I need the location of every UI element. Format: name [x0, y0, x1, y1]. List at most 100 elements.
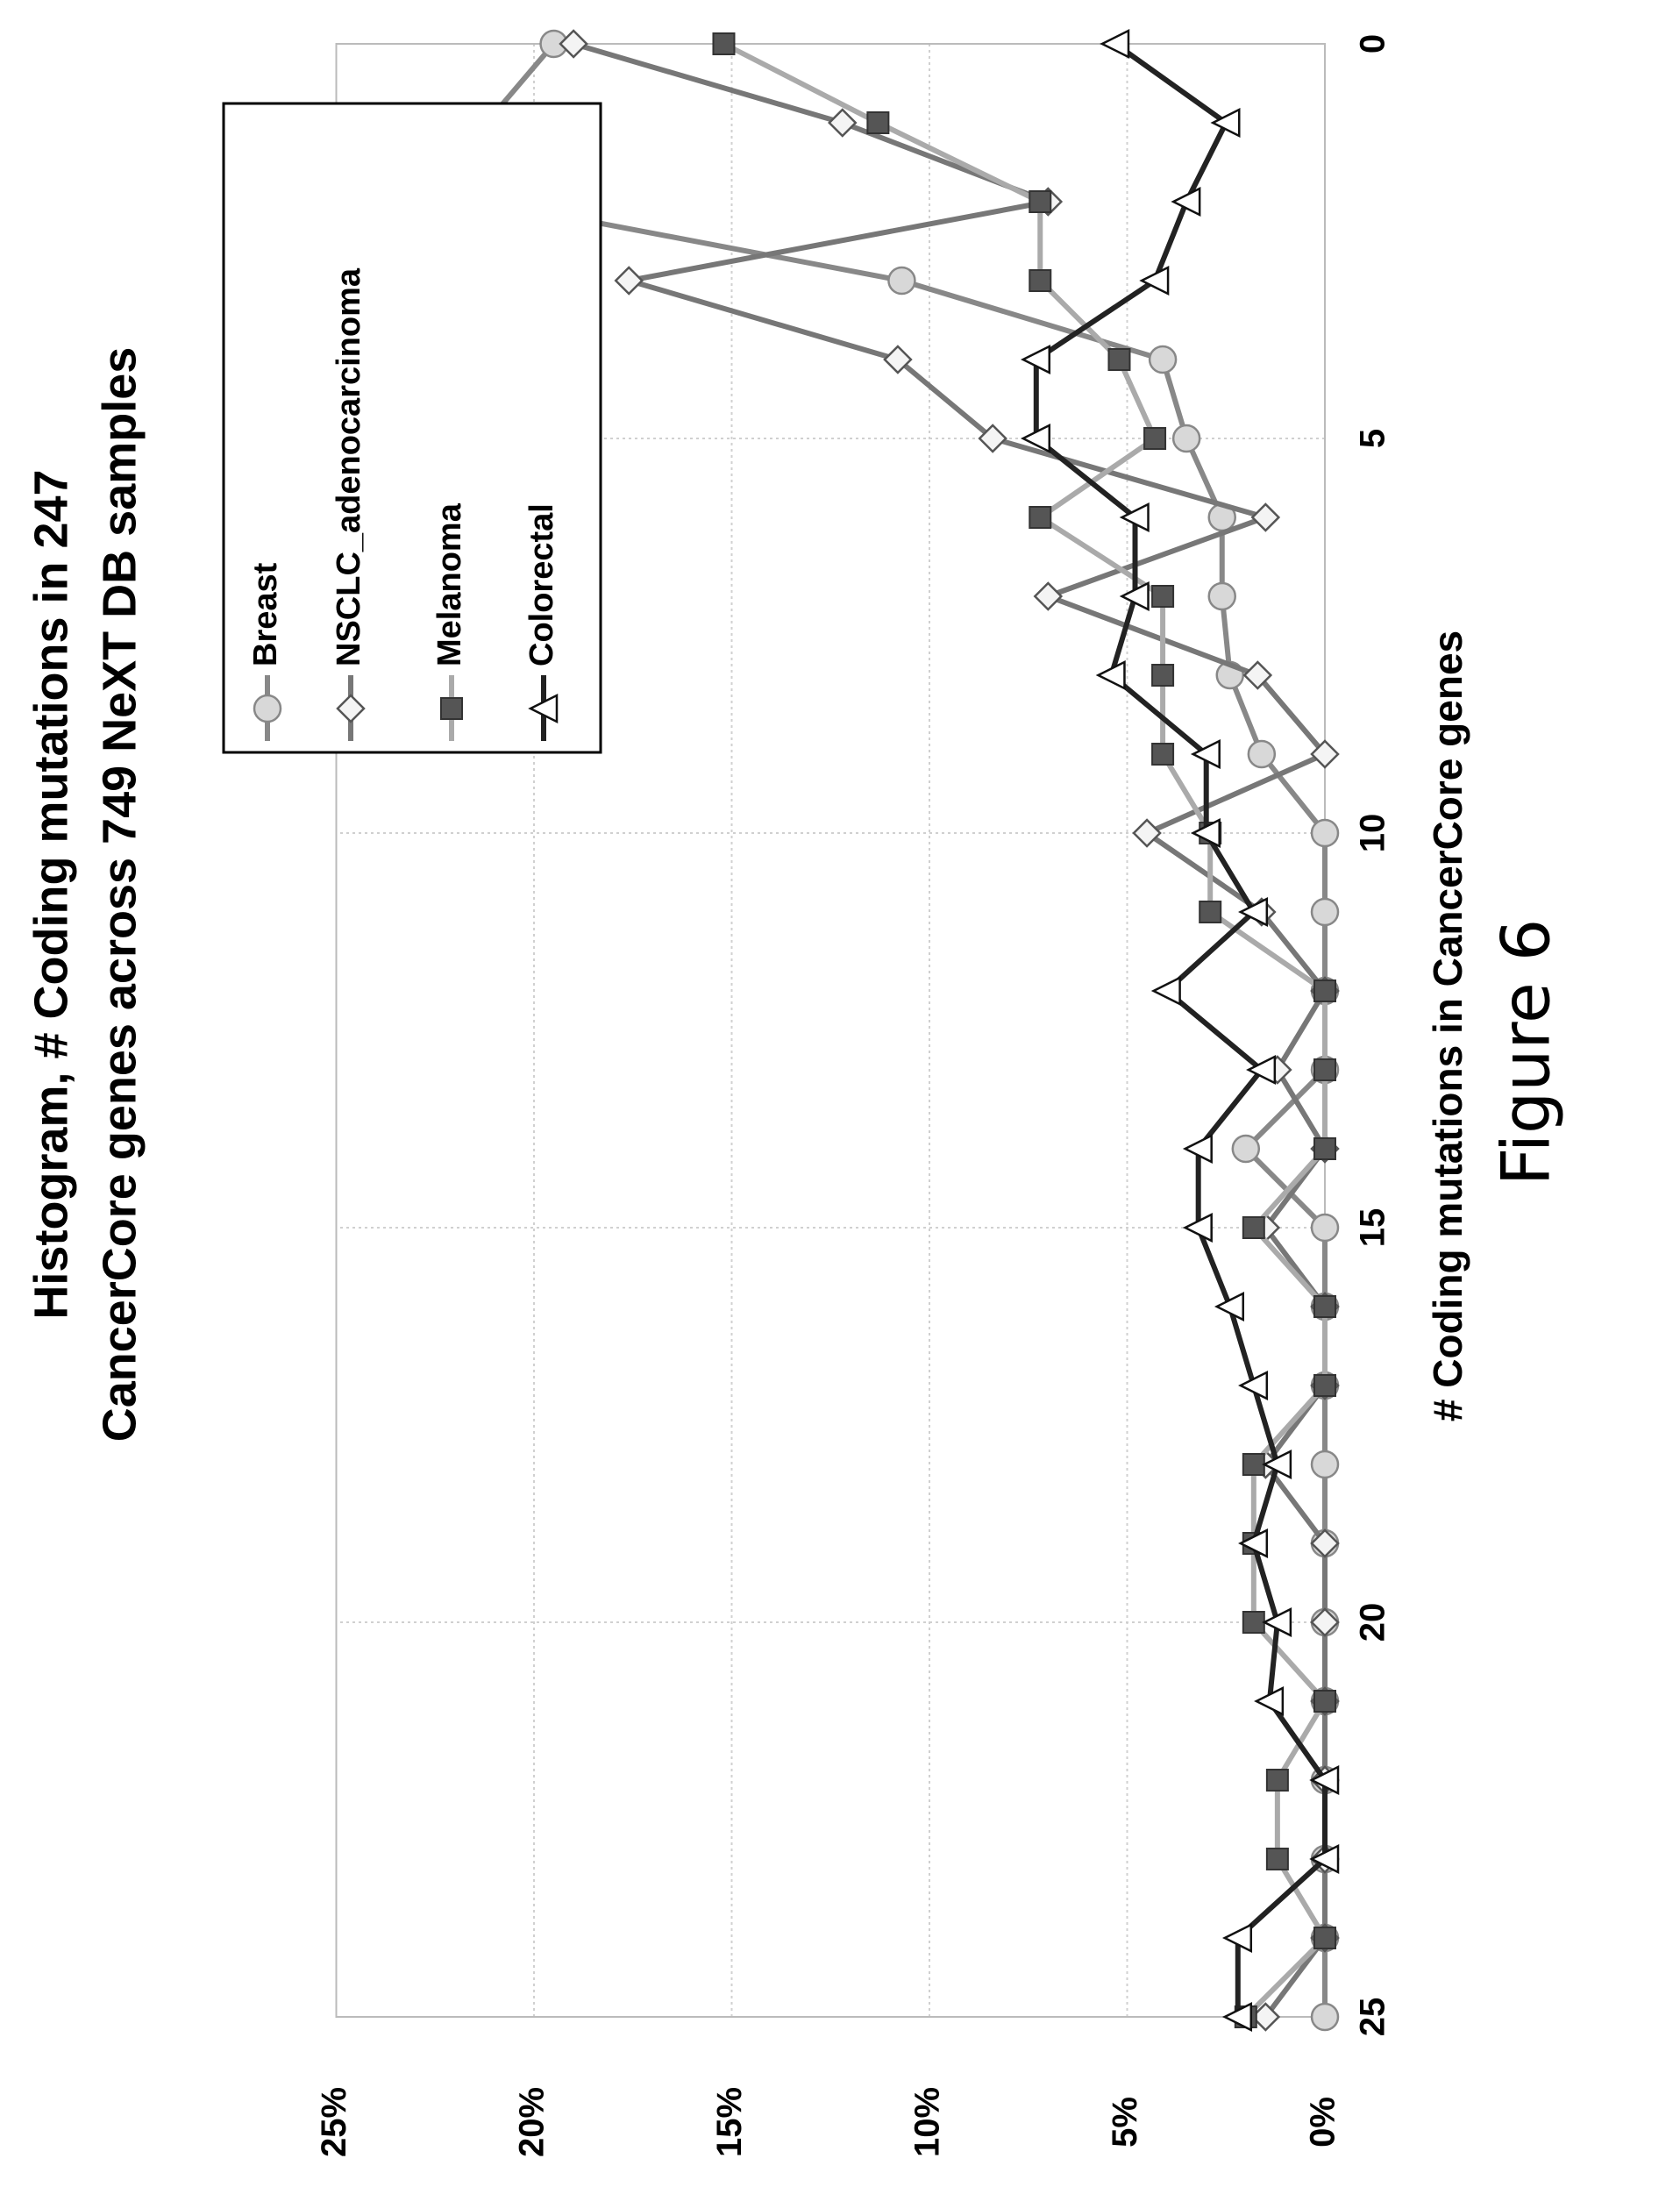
series-line: [1033, 41, 1328, 2017]
data-point: [1143, 427, 1167, 450]
data-point: [1231, 1134, 1261, 1164]
data-point: [1221, 2001, 1253, 2033]
y-tick-label: 15%: [710, 2087, 749, 2157]
data-point: [1182, 1212, 1213, 1243]
x-tick-label: 15: [1354, 1208, 1392, 1248]
data-point: [1310, 897, 1340, 927]
data-point: [1029, 190, 1052, 213]
data-point: [1151, 743, 1175, 766]
data-point: [559, 29, 588, 59]
data-point: [1250, 502, 1281, 532]
data-point: [1150, 975, 1181, 1007]
data-point: [1310, 1528, 1340, 1558]
y-tick-label: 0%: [1304, 2097, 1342, 2148]
data-point: [1119, 581, 1150, 612]
data-point: [1095, 659, 1126, 691]
data-point: [1313, 1295, 1336, 1318]
data-point: [1309, 1764, 1340, 1796]
data-point: [1033, 581, 1064, 611]
data-point: [1190, 738, 1221, 770]
legend-label: Melanoma: [431, 502, 468, 666]
data-point: [1246, 1054, 1277, 1086]
legend-label: NSCLC_adenocarcinoma: [331, 267, 367, 666]
data-point: [1310, 2002, 1340, 2032]
series-breast: [472, 29, 1340, 2032]
data-point: [1100, 28, 1130, 60]
data-point: [1247, 739, 1277, 769]
data-point: [253, 694, 282, 723]
series-nsclc-adenocarcinoma: [559, 29, 1340, 2032]
data-point: [1313, 1374, 1336, 1397]
data-point: [1171, 424, 1201, 453]
legend-item: Colorectal: [523, 503, 560, 741]
data-point: [1310, 818, 1340, 848]
figure-caption: Figure 6: [1486, 918, 1565, 1186]
x-tick-label: 10: [1354, 814, 1392, 853]
data-point: [1310, 1213, 1340, 1243]
data-point: [883, 345, 913, 374]
data-point: [828, 108, 858, 138]
data-point: [712, 32, 736, 55]
legend-box: [222, 102, 602, 754]
x-tick-label: 5: [1354, 429, 1392, 448]
chart-title-line: CancerCore genes across 749 NeXT DB samp…: [93, 347, 146, 1443]
data-point: [1020, 423, 1051, 454]
legend-item: Breast: [247, 562, 284, 741]
data-point: [1313, 1927, 1336, 1949]
data-point: [1242, 1453, 1265, 1476]
legend-item: NSCLC_adenocarcinoma: [331, 267, 367, 741]
data-point: [1020, 344, 1051, 375]
data-point: [1310, 1607, 1340, 1637]
data-point: [1182, 1133, 1213, 1165]
data-point: [1238, 1370, 1269, 1401]
data-point: [440, 697, 463, 720]
data-point: [866, 111, 890, 134]
data-point: [1310, 739, 1340, 769]
legend-label: Colorectal: [523, 503, 560, 666]
data-point: [1148, 345, 1178, 374]
data-point: [978, 424, 1007, 453]
data-point: [1242, 660, 1273, 690]
data-point: [1119, 502, 1150, 533]
data-point: [1210, 107, 1241, 139]
series-line: [483, 42, 1328, 2017]
data-point: [1313, 980, 1336, 1002]
series-line: [723, 41, 1328, 2020]
data-point: [1171, 186, 1201, 217]
data-point: [1151, 585, 1175, 608]
data-point: [1107, 348, 1131, 371]
data-point: [887, 266, 916, 296]
x-tick-label: 0: [1354, 34, 1392, 53]
chart-title-line: Histogram, # Coding mutations in 247: [25, 469, 77, 1319]
y-tick-label: 10%: [908, 2087, 947, 2157]
data-point: [1265, 1848, 1289, 1870]
data-point: [1139, 265, 1170, 296]
x-tick-label: 20: [1354, 1603, 1392, 1642]
data-point: [1029, 269, 1052, 292]
data-point: [1242, 1611, 1265, 1634]
data-point: [614, 266, 644, 296]
legend-item: Melanoma: [431, 502, 468, 741]
legend-label: Breast: [247, 562, 284, 666]
data-point: [1190, 817, 1221, 849]
data-point: [1207, 581, 1236, 611]
data-point: [1310, 1450, 1340, 1479]
data-point: [1313, 1690, 1336, 1713]
series-colorectal: [1020, 28, 1340, 2033]
data-point: [1214, 1291, 1245, 1322]
data-point: [1242, 1216, 1265, 1239]
data-point: [1262, 1606, 1292, 1638]
x-axis-label: # Coding mutations in CancerCore genes: [1425, 630, 1470, 1421]
x-tick-label: 25: [1354, 1998, 1392, 2037]
data-point: [1132, 818, 1162, 848]
data-point: [1313, 1137, 1336, 1160]
legend: Breast NSCLC_adenocarcinoma Melanoma Colore…: [222, 102, 602, 754]
data-point: [1254, 1685, 1285, 1717]
data-point: [336, 694, 366, 723]
data-point: [1199, 901, 1222, 923]
data-point: [1262, 1449, 1292, 1480]
data-point: [1238, 896, 1269, 928]
data-point: [528, 693, 559, 724]
